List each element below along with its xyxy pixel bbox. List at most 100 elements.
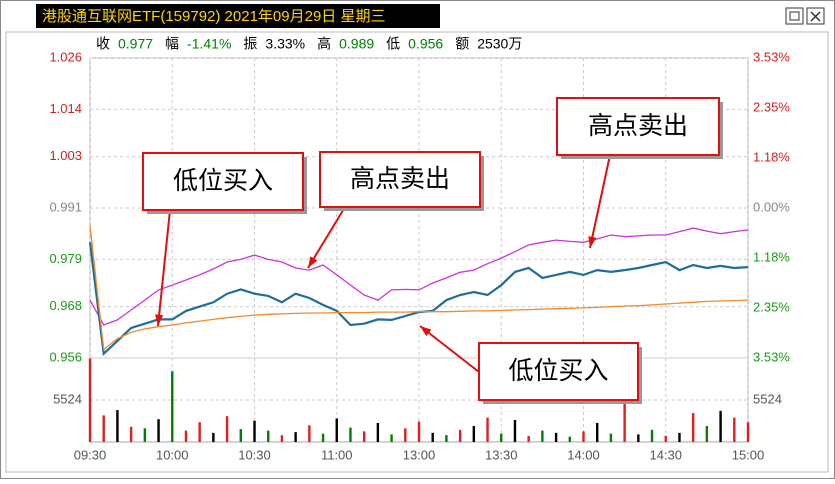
- info-value: 0.977: [118, 36, 153, 52]
- volume-bar: [417, 421, 421, 442]
- annotation-box: [142, 152, 304, 211]
- volume-bar: [691, 413, 695, 442]
- volume-bar: [225, 416, 229, 442]
- y2-tick-label: 1.18%: [753, 149, 790, 164]
- x-tick-label: 13:30: [485, 447, 518, 462]
- volume-bar: [596, 422, 599, 442]
- price-line: [89, 225, 749, 351]
- volume-bar: [198, 422, 201, 442]
- annotation-arrow: [589, 154, 611, 249]
- annotation-arrow: [419, 325, 480, 373]
- y2-tick-label: 2.35%: [753, 100, 790, 115]
- info-label: 收: [96, 36, 110, 52]
- chart-frame: [5, 31, 829, 473]
- x-tick-label: 14:00: [567, 447, 600, 462]
- volume-bar: [157, 419, 160, 442]
- restore-button[interactable]: [785, 7, 804, 25]
- volume-bar: [431, 432, 434, 442]
- volume-bar: [321, 433, 325, 442]
- info-value: -1.41%: [187, 36, 231, 52]
- volume-bar: [376, 422, 380, 442]
- restore-icon: [789, 11, 800, 21]
- volume-bar: [609, 433, 613, 442]
- annotation-box: [319, 151, 481, 208]
- volume-bar: [637, 434, 640, 442]
- annotation-text: 高点卖出: [588, 112, 688, 140]
- price-line: [89, 227, 749, 326]
- annotation-box: [556, 97, 720, 156]
- title-bar: [36, 4, 440, 28]
- annotation-box: [478, 342, 639, 401]
- info-label: 高: [317, 36, 331, 52]
- volume-tick-label: 5524: [753, 391, 782, 406]
- volume-bar: [650, 429, 654, 442]
- annotation-arrowhead: [155, 314, 164, 326]
- volume-bar: [143, 428, 147, 442]
- info-label: 振: [243, 36, 257, 52]
- volume-bar: [664, 435, 667, 442]
- volume-bar: [513, 419, 517, 442]
- volume-bar: [582, 431, 585, 442]
- volume-bar: [129, 426, 133, 442]
- info-label: 额: [455, 36, 469, 52]
- volume-bar: [472, 426, 476, 442]
- annotation-text: 低位买入: [173, 167, 273, 195]
- y-tick-label: 1.014: [49, 101, 82, 116]
- volume-bar: [678, 432, 681, 442]
- info-value: 3.33%: [265, 36, 305, 52]
- volume-bar: [527, 435, 530, 442]
- volume-bar: [486, 417, 489, 442]
- plot: 收 0.977 幅 -1.41% 振 3.33% 高 0.989 低 0.956 额 2530万 1.0…: [49, 36, 790, 463]
- annotation-arrowhead: [308, 256, 318, 268]
- volume-bar: [541, 430, 544, 442]
- annotation-arrowhead: [420, 326, 432, 337]
- volume-bar: [568, 436, 571, 442]
- volume-bar: [349, 427, 352, 442]
- volume-bar: [335, 418, 338, 442]
- volume-bar: [458, 429, 462, 442]
- x-tick-label: 10:30: [238, 447, 271, 462]
- y-tick-label: 0.956: [49, 349, 82, 364]
- y2-tick-label: 0.00%: [753, 199, 790, 214]
- y-tick-label: 0.979: [49, 251, 82, 266]
- volume-bar: [746, 422, 750, 442]
- y2-tick-label: 1.18%: [753, 250, 790, 265]
- annotation-text: 高点卖出: [350, 165, 450, 193]
- volume-bar: [445, 435, 448, 442]
- x-tick-label: 15:00: [732, 447, 765, 462]
- x-tick-label: 09:30: [74, 447, 107, 462]
- y2-tick-label: 2.35%: [753, 299, 790, 314]
- y2-tick-label: 3.53%: [753, 49, 790, 64]
- volume-bar: [390, 434, 393, 442]
- volume-bar: [705, 426, 709, 442]
- chart-title: 港股通互联网ETF(159792) 2021年09月29日 星期三: [42, 8, 385, 25]
- volume-bar: [733, 417, 736, 442]
- x-tick-label: 14:30: [649, 447, 682, 462]
- volume-bar: [554, 432, 558, 442]
- volume-bar: [171, 371, 174, 442]
- info-label: 幅: [165, 36, 179, 52]
- volume-bar: [308, 425, 311, 442]
- volume-bar: [623, 394, 626, 442]
- volume-tick-label: 5524: [53, 391, 82, 406]
- y2-tick-label: 3.53%: [753, 349, 790, 364]
- volume-bar: [184, 430, 188, 442]
- volume-bar: [267, 430, 270, 442]
- y-tick-label: 1.003: [49, 148, 82, 163]
- volume-bar: [116, 410, 119, 442]
- volume-bar: [294, 432, 297, 442]
- volume-bar: [102, 415, 105, 442]
- volume-bar: [253, 420, 256, 442]
- volume-bar: [404, 428, 407, 442]
- y-tick-label: 0.991: [49, 199, 82, 214]
- volume-bar: [88, 358, 92, 442]
- annotation-arrowhead: [588, 236, 597, 248]
- info-value: 0.956: [408, 36, 443, 52]
- volume-bar: [500, 433, 503, 442]
- info-label: 低: [386, 36, 400, 52]
- y-tick-label: 0.968: [49, 298, 82, 313]
- close-icon: [810, 11, 821, 22]
- x-tick-label: 11:00: [321, 447, 353, 462]
- y-tick-label: 1.026: [49, 49, 82, 64]
